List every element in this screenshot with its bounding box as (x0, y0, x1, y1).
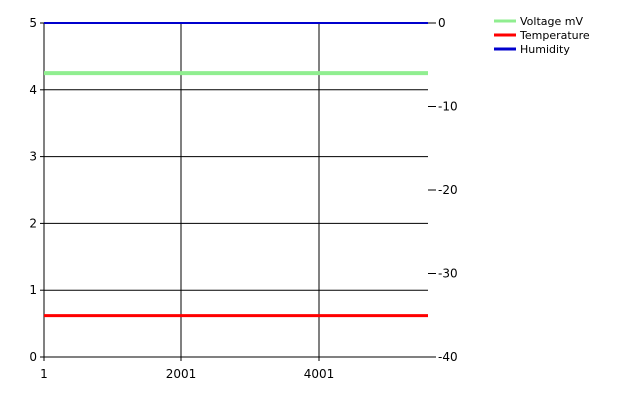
y-left-tick-label-0: 0 (29, 350, 37, 364)
x-tick-label-4001: 4001 (304, 367, 335, 381)
series-lines (44, 22, 428, 318)
x-tick-label-2001: 2001 (166, 367, 197, 381)
y-right-tick-label--20: -20 (438, 183, 458, 197)
y-left-tick-label-3: 3 (29, 150, 37, 164)
x-tick-label-1: 1 (40, 367, 48, 381)
axes (43, 23, 428, 358)
legend-label-temperature: Temperature (519, 29, 590, 42)
y-left-tick-label-5: 5 (29, 16, 37, 30)
y-right-tick-label--10: -10 (438, 100, 458, 114)
legend-label-voltage-mv: Voltage mV (520, 15, 583, 28)
y-left-tick-label-4: 4 (29, 83, 37, 97)
y-left-tick-label-2: 2 (29, 216, 37, 230)
y-left-tick-label-1: 1 (29, 283, 37, 297)
legend-label-humidity: Humidity (520, 43, 570, 56)
y-right-tick-label--40: -40 (438, 350, 458, 364)
y-right-tick-label--30: -30 (438, 267, 458, 281)
y-right-tick-label-0: 0 (438, 16, 446, 30)
